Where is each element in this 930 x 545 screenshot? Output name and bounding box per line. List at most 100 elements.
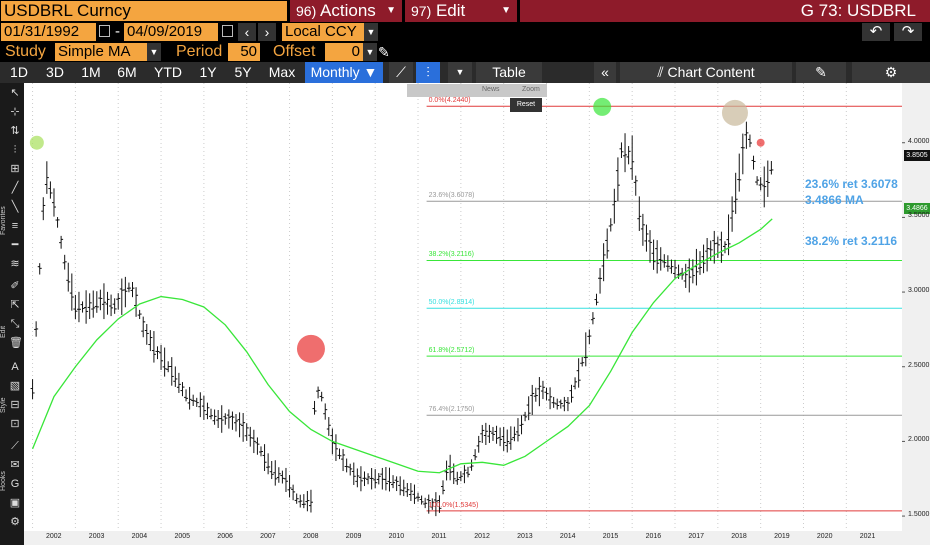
channel-icon[interactable]: ≡ xyxy=(11,220,19,232)
text-icon[interactable]: A xyxy=(11,361,19,373)
range-6m[interactable]: 6M xyxy=(117,64,137,80)
collapse-icon[interactable]: « xyxy=(594,62,616,83)
redo-button[interactable]: ↷ xyxy=(894,23,922,41)
color-icon[interactable]: ▧ xyxy=(9,380,21,392)
edit-menu[interactable]: 97) Edit ▼ xyxy=(405,0,517,22)
range-1d[interactable]: 1D xyxy=(10,64,28,80)
x-tick-label: 2010 xyxy=(388,533,405,540)
chevron-down-icon: ▼ xyxy=(501,5,511,16)
highlight-circle xyxy=(296,334,325,363)
gear-icon[interactable]: ⚙ xyxy=(852,62,930,83)
note-icon[interactable]: ✉ xyxy=(10,459,20,471)
select-icon[interactable]: ⇱ xyxy=(10,299,20,311)
frequency-label: Monthly xyxy=(310,64,360,80)
zoom-button[interactable]: Zoom xyxy=(522,86,540,93)
style-label: Style xyxy=(0,397,7,413)
offset-dropdown[interactable]: ▼ xyxy=(363,43,377,61)
currency-value: Local CCY xyxy=(285,23,357,40)
trash-icon[interactable]: 🗑 xyxy=(9,337,23,349)
undo-button[interactable]: ↶ xyxy=(862,23,890,41)
previous-button[interactable]: ‹ xyxy=(238,23,256,41)
annotate-icon[interactable]: ✎ xyxy=(796,62,846,83)
x-tick-label: 2015 xyxy=(602,533,619,540)
frequency-dropdown[interactable]: Monthly ▼ xyxy=(305,62,383,83)
period-input[interactable]: 50 xyxy=(228,43,260,61)
next-button[interactable]: › xyxy=(258,23,276,41)
start-date-input[interactable]: 01/31/1992 xyxy=(1,23,96,41)
chart-toolbar: 1D 3D 1M 6M YTD 1Y 5Y Max Monthly ▼ ⟋ ⫶ … xyxy=(0,62,930,83)
actions-number: 96) xyxy=(296,3,317,19)
chevron-down-icon: ▼ xyxy=(363,43,377,61)
chevron-down-icon: ▼ xyxy=(363,64,378,80)
y-tick-label: 2.5000 xyxy=(908,361,930,369)
study-bar: Study Simple MA ▼ Period 50 Offset 0 ▼ ✎ xyxy=(0,42,930,62)
fan-icon[interactable]: ≋ xyxy=(10,258,20,270)
moving-average-line xyxy=(31,218,773,474)
x-tick-label: 2007 xyxy=(260,533,276,540)
y-tick-label: 3.0000 xyxy=(908,287,930,295)
edit-label: Edit xyxy=(0,325,7,338)
style-icon[interactable]: ⊡ xyxy=(10,418,20,430)
cursor-icon[interactable]: ↖ xyxy=(10,87,20,99)
x-tick-label: 2014 xyxy=(559,533,576,540)
brush-icon[interactable]: ⟋ xyxy=(11,440,19,452)
ticker-field[interactable]: USDBRL Curncy xyxy=(1,1,287,21)
link-icon[interactable]: ⤡ xyxy=(10,318,20,330)
bars-icon[interactable]: ⫶ xyxy=(13,144,17,156)
hline-icon[interactable]: ━ xyxy=(11,239,19,251)
actions-menu[interactable]: 96) Actions ▼ xyxy=(290,0,402,22)
reset-button[interactable]: Reset xyxy=(510,98,542,112)
mini-toolbar[interactable]: News Zoom xyxy=(407,84,547,97)
security-title: G 73: USDBRL xyxy=(520,0,930,22)
pencil-icon[interactable]: ✎ xyxy=(378,44,390,60)
range-ytd[interactable]: YTD xyxy=(154,64,182,80)
price-chart[interactable]: News Zoom Reset 23.6% ret 3.6078 3.4866 … xyxy=(24,83,930,545)
x-tick-label: 2002 xyxy=(45,533,62,540)
trend-icon[interactable]: ⇅ xyxy=(10,125,20,137)
offset-input[interactable]: 0 xyxy=(325,43,363,61)
alert-icon[interactable]: ▣ xyxy=(9,497,21,509)
currency-select[interactable]: Local CCY ▼ xyxy=(282,23,378,41)
ma-price-tag: 3.4866 xyxy=(904,203,930,214)
y-tick-label: 3.5000 xyxy=(908,212,930,220)
table-button[interactable]: Table xyxy=(476,62,542,83)
chart-content-button[interactable]: ⫽ Chart Content xyxy=(620,62,792,83)
end-date-input[interactable]: 04/09/2019 xyxy=(124,23,218,41)
settings-icon[interactable]: ⚙ xyxy=(10,516,20,528)
hook-icon[interactable]: G xyxy=(10,478,20,490)
study-select[interactable]: Simple MA ▼ xyxy=(55,43,161,61)
range-1m[interactable]: 1M xyxy=(81,64,101,80)
chevron-down-icon[interactable]: ▼ xyxy=(448,62,472,83)
line-icon[interactable]: ╲ xyxy=(11,201,19,213)
y-tick-label: 4.0000 xyxy=(908,137,930,145)
x-tick-label: 2009 xyxy=(345,533,362,540)
range-3d[interactable]: 3D xyxy=(46,64,64,80)
x-tick-label: 2021 xyxy=(859,533,876,540)
ma-annotation: 3.4866 MA xyxy=(805,193,864,207)
bar-chart-icon[interactable]: ⫶ xyxy=(416,62,440,83)
y-tick-label: 1.5000 xyxy=(908,511,930,519)
calendar-icon[interactable] xyxy=(99,25,110,37)
fib-icon[interactable]: ⊞ xyxy=(10,163,20,175)
crosshair-icon[interactable]: ⊹ xyxy=(10,106,20,118)
x-tick-label: 2011 xyxy=(431,533,447,540)
highlight-circle xyxy=(721,99,748,126)
calendar-icon[interactable] xyxy=(222,25,233,37)
date-separator: - xyxy=(115,23,120,40)
range-max[interactable]: Max xyxy=(268,64,296,80)
range-1y[interactable]: 1Y xyxy=(199,64,217,80)
x-tick-label: 2005 xyxy=(174,533,191,540)
range-5y[interactable]: 5Y xyxy=(234,64,252,80)
reset-label: Reset xyxy=(516,101,536,108)
x-tick-label: 2003 xyxy=(88,533,105,540)
edit-number: 97) xyxy=(411,3,432,19)
news-button[interactable]: News xyxy=(482,86,500,93)
ret382-annotation: 38.2% ret 3.2116 xyxy=(805,234,898,248)
x-tick-label: 2020 xyxy=(816,533,833,540)
width-icon[interactable]: ⊟ xyxy=(10,399,20,411)
fib-level-label: 50.0%(2.8914) xyxy=(428,299,475,307)
chevron-down-icon: ▼ xyxy=(364,23,378,41)
draw-icon[interactable]: ╱ xyxy=(11,182,19,194)
line-chart-icon[interactable]: ⟋ xyxy=(389,62,413,83)
pen-icon[interactable]: ✐ xyxy=(10,280,20,292)
